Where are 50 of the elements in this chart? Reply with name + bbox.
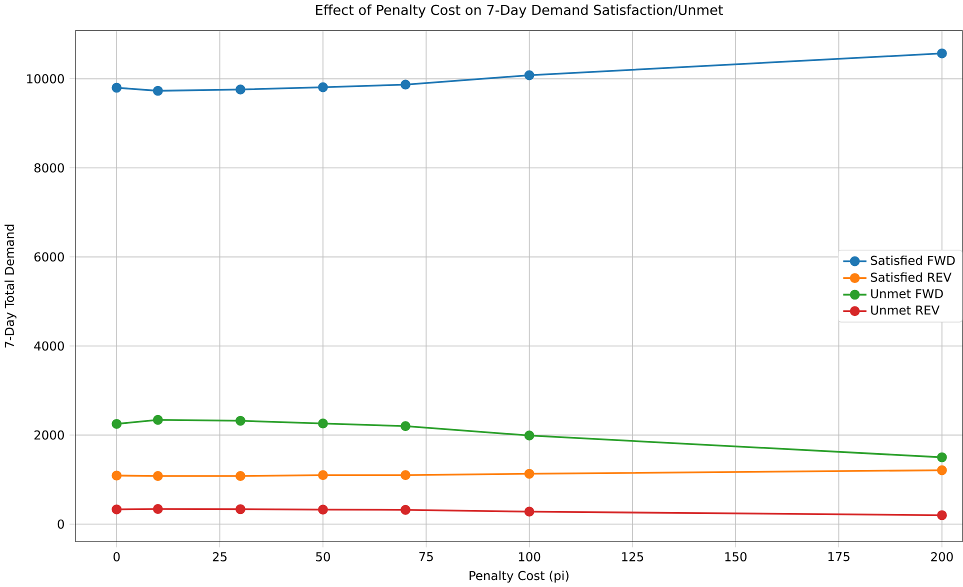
point bbox=[318, 504, 328, 515]
point bbox=[112, 418, 122, 429]
x-tick-label: 125 bbox=[622, 552, 644, 562]
point bbox=[400, 504, 410, 515]
point bbox=[152, 414, 163, 425]
point bbox=[235, 470, 246, 481]
x-axis-title: Penalty Cost (pi) bbox=[470, 570, 568, 583]
y-tick-label: 0 bbox=[58, 519, 64, 529]
point bbox=[112, 470, 122, 480]
x-tick-label: 150 bbox=[725, 552, 747, 562]
point bbox=[235, 84, 246, 94]
legend-label: Unmet FWD bbox=[871, 289, 943, 298]
point bbox=[235, 504, 246, 514]
legend-label: Satisfied FWD bbox=[870, 256, 955, 265]
chart-title: Effect of Penalty Cost on 7-Day Demand Satisfaction/Unmet bbox=[316, 4, 723, 18]
point bbox=[152, 470, 163, 481]
point bbox=[112, 82, 122, 93]
y-tick-label: 10000 bbox=[27, 74, 64, 84]
y-tick-label: 8000 bbox=[34, 163, 64, 172]
point bbox=[318, 418, 328, 428]
point bbox=[152, 504, 163, 514]
y-tick-label: 4000 bbox=[34, 341, 64, 351]
x-tick-label: 0 bbox=[114, 552, 120, 562]
point bbox=[318, 82, 328, 92]
point bbox=[524, 70, 534, 80]
point bbox=[524, 506, 534, 517]
y-tick-label: 2000 bbox=[34, 430, 64, 440]
x-tick-label: 75 bbox=[419, 552, 433, 562]
point bbox=[400, 470, 410, 480]
point bbox=[400, 80, 410, 90]
x-tick-label: 200 bbox=[931, 552, 953, 562]
y-axis-title: 7-Day Total Demand bbox=[4, 224, 16, 348]
point bbox=[152, 86, 163, 96]
point bbox=[936, 48, 947, 58]
point bbox=[936, 452, 947, 462]
point bbox=[112, 504, 122, 514]
point bbox=[524, 468, 534, 479]
x-tick-label: 175 bbox=[828, 552, 850, 562]
point bbox=[936, 510, 947, 520]
point bbox=[318, 470, 328, 480]
point bbox=[524, 430, 534, 440]
point bbox=[936, 465, 947, 476]
point bbox=[235, 416, 246, 426]
legend-label: Unmet REV bbox=[871, 306, 940, 315]
x-tick-label: 100 bbox=[518, 552, 540, 562]
x-tick-label: 25 bbox=[212, 552, 227, 562]
point bbox=[400, 421, 410, 432]
legend-label: Satisfied REV bbox=[870, 272, 952, 282]
x-tick-label: 50 bbox=[316, 552, 330, 562]
y-tick-label: 6000 bbox=[34, 252, 64, 262]
